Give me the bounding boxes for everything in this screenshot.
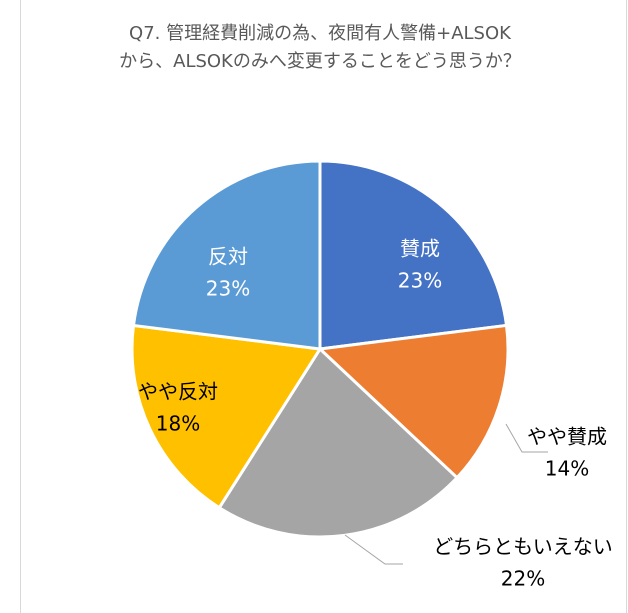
slice-label: やや反対 <box>138 380 218 404</box>
pie-slice <box>217 346 460 539</box>
slice-label: やや賛成 <box>527 425 607 449</box>
data-label: 23% <box>398 269 442 293</box>
slice-label: どちらともいえない <box>433 535 613 559</box>
pie-slice <box>318 159 509 351</box>
pie-slice <box>316 323 510 480</box>
data-label: 18% <box>156 412 200 436</box>
data-label: 14% <box>545 457 589 481</box>
pie-slice <box>131 159 322 351</box>
leader-line <box>505 423 548 453</box>
data-label: 22% <box>501 567 545 591</box>
leader-line <box>344 534 403 565</box>
slice-label: 賛成 <box>400 237 440 261</box>
data-label: 23% <box>206 277 250 301</box>
slice-label: 反対 <box>208 245 248 269</box>
pie-slice <box>130 323 323 510</box>
chart-title: Q7. 管理経費削減の為、夜間有人警備+ALSOK <box>129 23 512 44</box>
chart-border <box>20 0 627 613</box>
chart-title: から、ALSOKのみへ変更することをどう思うか？ <box>119 51 521 72</box>
